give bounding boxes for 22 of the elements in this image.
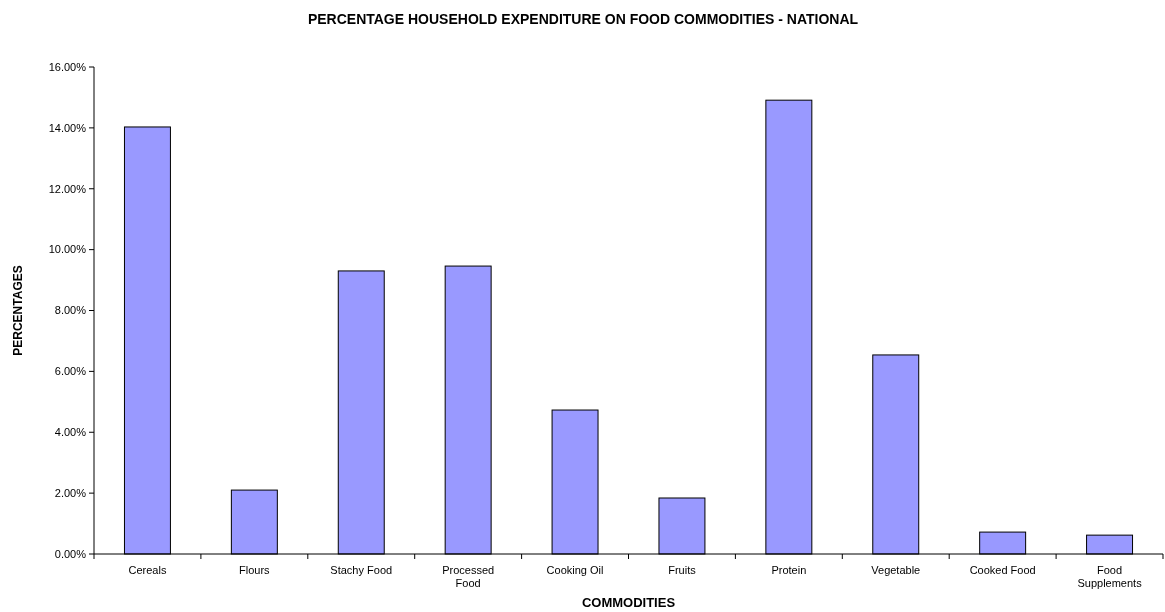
x-tick-label: Stachy Food [330,564,393,576]
x-tick-label: Cooking Oil [546,564,604,576]
y-tick-label: 0.00% [54,547,87,560]
x-tick-label: Fruits [668,564,697,576]
y-tick-label: 14.00% [48,121,87,134]
chart-title: PERCENTAGE HOUSEHOLD EXPENDITURE ON FOOD COMMODITIES - NATIONAL [307,11,859,27]
x-tick-label: Flours [239,564,271,576]
y-axis-title: PERCENTAGES [11,265,25,356]
x-tick-label: Cereals [128,564,167,576]
x-tick-label: Cooked Food [969,564,1036,576]
x-tick-label: Protein [771,564,807,576]
x-tick-label: Vegetable [871,564,921,576]
y-tick-label: 4.00% [54,426,87,439]
x-axis-title: COMMODITIES [581,595,676,610]
x-tick-label: Processed Food [442,564,495,589]
y-tick-label: 8.00% [54,304,87,317]
y-tick-label: 12.00% [48,182,87,195]
y-tick-label: 10.00% [48,243,87,256]
x-tick-label: Food Supplements [1077,564,1143,589]
y-tick-label: 2.00% [54,486,87,499]
y-tick-label: 16.00% [48,60,87,73]
y-tick-label: 6.00% [54,365,87,378]
